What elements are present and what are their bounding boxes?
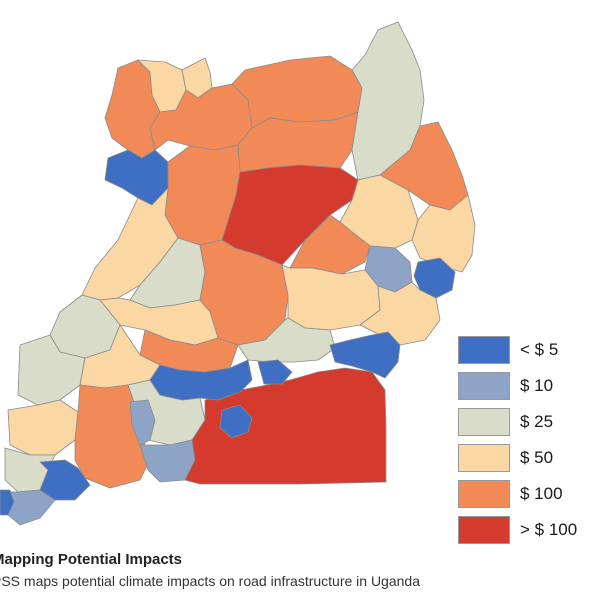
region-elgon-blue xyxy=(413,257,456,299)
region-nebbi-lake xyxy=(104,149,169,206)
legend-swatch-25 xyxy=(458,408,510,436)
legend-item-50: $ 50 xyxy=(458,444,553,472)
caption-title: Mapping Potential Impacts xyxy=(0,551,183,568)
legend-swatch-lt5 xyxy=(458,336,510,364)
legend-item-lt5: < $ 5 xyxy=(458,336,558,364)
region-kasese-50 xyxy=(7,399,79,456)
legend-item-25: $ 25 xyxy=(458,408,553,436)
legend-label-25: $ 25 xyxy=(520,412,554,431)
region-jinja-blue xyxy=(329,331,401,379)
region-teso-b xyxy=(289,214,371,275)
legend-label-50: $ 50 xyxy=(520,448,554,467)
region-kisoro-blue xyxy=(0,489,15,516)
legend-swatch-100 xyxy=(458,480,510,508)
legend-label-lt5: < $ 5 xyxy=(520,340,559,359)
region-busoga-50 xyxy=(359,281,441,346)
legend-swatch-gt100 xyxy=(458,516,510,544)
legend-label-100: $ 100 xyxy=(520,484,563,503)
caption-text: PSS maps potential climate impacts on ro… xyxy=(0,573,420,589)
legend-item-gt100: > $ 100 xyxy=(458,516,577,544)
legend-item-10: $ 10 xyxy=(458,372,553,400)
region-mukono-blue xyxy=(257,359,293,385)
legend-swatch-50 xyxy=(458,444,510,472)
legend-swatch-10 xyxy=(458,372,510,400)
legend-item-100: $ 100 xyxy=(458,480,563,508)
region-kampala-blue xyxy=(149,359,253,401)
region-kabale-blue xyxy=(39,459,91,501)
region-islands-blue xyxy=(219,404,253,439)
legend-label-10: $ 10 xyxy=(520,376,554,395)
uganda-district-map xyxy=(0,21,476,526)
region-kisoro-10 xyxy=(4,489,56,526)
region-central-east-50a xyxy=(281,264,381,331)
region-masaka-10 xyxy=(129,399,156,446)
legend-label-gt100: > $ 100 xyxy=(520,520,578,539)
